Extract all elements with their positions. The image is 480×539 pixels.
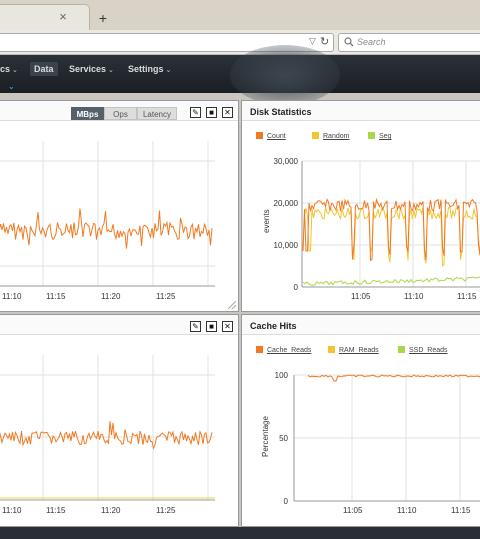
x-tick-label: 11:05 — [343, 506, 363, 515]
header-glow — [230, 45, 340, 105]
legend-swatch — [398, 346, 405, 353]
y-tick-label: 100 — [275, 371, 289, 380]
footer-bar — [0, 527, 480, 539]
search-placeholder: Search — [357, 37, 386, 47]
segment-ops[interactable]: Ops — [104, 107, 137, 120]
x-tick-label: 11:20 — [101, 506, 121, 515]
nav-item-label: cs — [0, 64, 11, 74]
browser-tab-bar: × + — [0, 0, 480, 30]
resize-handle-icon[interactable] — [228, 301, 236, 309]
x-tick-label: 11:15 — [46, 292, 66, 301]
browser-nav-bar: ▽ ↻ Search — [0, 30, 480, 55]
close-tab-icon[interactable]: × — [59, 9, 67, 24]
chevron-down-icon: ⌄ — [165, 67, 172, 74]
close-icon[interactable]: ✕ — [222, 321, 233, 332]
new-tab-button[interactable]: + — [98, 10, 108, 26]
disk-statistics-chart: 30,000 20,000 10,000 0 events 11:05 11:1… — [262, 157, 480, 301]
edit-icon[interactable]: ✎ — [190, 107, 201, 118]
legend-item[interactable]: SSD_Reads — [398, 346, 448, 354]
legend-swatch — [368, 132, 375, 139]
x-tick-label: 11:10 — [2, 292, 22, 301]
legend-item[interactable]: Seg — [368, 132, 391, 140]
maximize-icon[interactable]: ■ — [206, 107, 217, 118]
chevron-down-icon[interactable]: ⌄ — [8, 82, 15, 91]
legend-label: RAM_Reads — [339, 347, 379, 354]
y-tick-label: 0 — [284, 497, 289, 506]
legend-swatch — [256, 346, 263, 353]
nav-item-services[interactable]: Services ⌄ — [69, 64, 114, 74]
lower-left-panel: ✎ ■ ✕ 11:10 11:15 11:20 11:25 — [0, 314, 239, 527]
legend-label: Count — [267, 133, 286, 140]
panel-header — [0, 315, 238, 335]
search-input[interactable]: Search — [338, 33, 480, 52]
nav-item-label: Settings — [128, 64, 164, 74]
x-tick-label: 11:25 — [156, 292, 176, 301]
legend-swatch — [256, 132, 263, 139]
maximize-icon[interactable]: ■ — [206, 321, 217, 332]
legend-label: SSD_Reads — [409, 347, 448, 354]
x-tick-label: 11:15 — [457, 292, 477, 301]
cache-hits-chart: 100 50 0 Percentage 11:05 11:10 11:15 — [261, 371, 480, 515]
chevron-down-icon: ⌄ — [12, 67, 18, 74]
y-axis-label: events — [262, 209, 271, 233]
x-tick-label: 11:15 — [46, 506, 66, 515]
chevron-down-icon: ⌄ — [108, 67, 114, 74]
nav-item-label: Data — [34, 64, 54, 74]
nav-item-analytics[interactable]: cs ⌄ — [0, 64, 18, 74]
legend-label: Cache_Reads — [267, 347, 312, 354]
legend-item[interactable]: Cache_Reads — [256, 346, 311, 354]
x-tick-label: 11:20 — [101, 292, 121, 301]
x-tick-label: 11:10 — [2, 506, 22, 515]
x-tick-label: 11:10 — [397, 506, 417, 515]
reload-icon[interactable]: ↻ — [320, 36, 330, 48]
y-axis-label: Percentage — [261, 416, 270, 457]
y-tick-label: 30,000 — [274, 157, 299, 166]
nav-item-label: Services — [69, 64, 107, 74]
x-tick-label: 11:05 — [351, 292, 371, 301]
nav-item-settings[interactable]: Settings ⌄ — [128, 64, 171, 74]
lower-left-chart: 11:10 11:15 11:20 11:25 — [0, 355, 215, 515]
url-bar[interactable]: ▽ ↻ — [0, 33, 334, 52]
segment-mbps[interactable]: MBps — [71, 107, 104, 120]
legend-item[interactable]: Count — [256, 132, 286, 140]
throughput-panel: MBps Ops Latency ✎ ■ ✕ 11:10 11:20 11:25… — [0, 100, 239, 312]
legend-item[interactable]: Random — [312, 132, 349, 140]
nav-item-data[interactable]: Data — [30, 62, 58, 76]
panel-title: Cache Hits — [250, 321, 297, 331]
edit-icon[interactable]: ✎ — [190, 321, 201, 332]
y-tick-label: 20,000 — [274, 199, 299, 208]
x-tick-label: 11:25 — [156, 506, 176, 515]
x-tick-label: 11:10 — [404, 292, 424, 301]
panel-title: Disk Statistics — [250, 107, 312, 117]
x-tick-label: 11:15 — [451, 506, 471, 515]
app-header: cs ⌄ Data Services ⌄ Settings ⌄ ⌄ — [0, 45, 480, 105]
panel-header — [242, 101, 480, 121]
panel-header — [242, 315, 480, 335]
throughput-chart: 11:10 11:20 11:25 11:15 — [0, 141, 215, 301]
close-icon[interactable]: ✕ — [222, 107, 233, 118]
disk-statistics-panel: Disk Statistics Count Random Seg 30,000 … — [241, 100, 480, 312]
y-tick-label: 50 — [279, 434, 288, 443]
legend-item[interactable]: RAM_Reads — [328, 346, 379, 354]
segment-latency[interactable]: Latency — [137, 107, 177, 120]
legend-label: Seg — [379, 133, 392, 140]
search-icon — [344, 37, 354, 47]
cache-hits-panel: Cache Hits Cache_Reads RAM_Reads SSD_Rea… — [241, 314, 480, 527]
url-dropdown-icon[interactable]: ▽ — [309, 36, 316, 46]
y-tick-label: 10,000 — [274, 241, 299, 250]
legend-label: Random — [323, 133, 350, 140]
browser-tab[interactable]: × — [0, 4, 90, 30]
y-tick-label: 0 — [294, 283, 299, 292]
legend-swatch — [328, 346, 335, 353]
legend-swatch — [312, 132, 319, 139]
